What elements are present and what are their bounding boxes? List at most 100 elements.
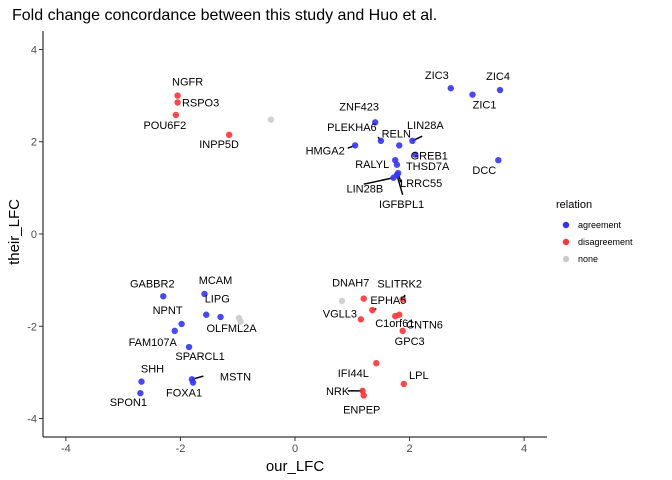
point-label: NRK xyxy=(326,386,350,398)
point-disagreement xyxy=(392,312,399,320)
point-agreement xyxy=(393,161,401,168)
x-tick-label: -2 xyxy=(176,443,186,455)
point-label: OLFML2A xyxy=(206,323,257,335)
point-label: DCC xyxy=(472,165,496,177)
legend-label-disagreement: disagreement xyxy=(578,237,633,247)
point-agreement xyxy=(412,151,419,158)
point-disagreement xyxy=(369,306,376,314)
point-agreement xyxy=(138,378,145,385)
legend-label-none: none xyxy=(578,254,598,264)
point-label: RELN xyxy=(382,128,411,140)
point-disagreement xyxy=(360,295,367,302)
point-label: DNAH7 xyxy=(332,278,369,290)
point-label: THSD7A xyxy=(406,161,450,173)
point-label: SLITRK2 xyxy=(377,279,422,291)
legend-key-none xyxy=(562,255,570,263)
point-label: LIN28B xyxy=(347,184,384,196)
point-label: SPON1 xyxy=(110,397,147,409)
x-axis-title: our_LFC xyxy=(266,458,325,475)
point-agreement xyxy=(447,85,454,92)
point-agreement xyxy=(496,86,504,94)
point-label: ZNF423 xyxy=(339,101,379,113)
point-label: HMGA2 xyxy=(306,145,345,157)
point-agreement xyxy=(217,313,224,321)
x-tick-label: -4 xyxy=(61,443,71,455)
point-label: ZIC4 xyxy=(486,71,510,83)
y-tick-label: 2 xyxy=(31,137,37,149)
point-disagreement xyxy=(357,316,365,323)
point-disagreement xyxy=(174,92,181,99)
point-label: MSTN xyxy=(220,371,251,383)
legend-title: relation xyxy=(556,199,592,211)
point-label: RSPO3 xyxy=(182,98,219,110)
point-disagreement xyxy=(399,327,406,335)
point-label: FAM107A xyxy=(129,337,178,349)
point-label: IFI44L xyxy=(338,368,369,380)
point-none xyxy=(338,297,346,305)
point-agreement xyxy=(371,119,379,126)
point-disagreement xyxy=(225,131,233,139)
point-label: ZIC3 xyxy=(425,70,449,82)
point-label: ZIC1 xyxy=(473,100,497,112)
point-label: FOXA1 xyxy=(166,388,202,400)
point-agreement xyxy=(409,137,416,145)
point-agreement xyxy=(160,293,167,300)
point-disagreement xyxy=(373,359,380,367)
point-label: PLEKHA6 xyxy=(327,122,377,134)
point-agreement xyxy=(495,156,502,164)
point-agreement xyxy=(178,320,185,328)
chart-title: Fold change concordance between this stu… xyxy=(12,7,437,24)
point-label: CNTN6 xyxy=(406,320,443,332)
point-agreement xyxy=(396,142,403,149)
point-disagreement xyxy=(399,296,406,303)
y-tick-label: 4 xyxy=(31,44,37,56)
x-tick-label: 4 xyxy=(521,443,527,455)
point-agreement xyxy=(137,389,144,397)
legend: relation agreement disagreement none xyxy=(556,199,633,264)
x-tick-label: 2 xyxy=(406,443,412,455)
point-label: GREB1 xyxy=(411,151,448,163)
point-label: POU6F2 xyxy=(143,120,186,132)
point-disagreement xyxy=(174,99,181,106)
point-none xyxy=(237,318,244,325)
legend-label-agreement: agreement xyxy=(578,220,622,230)
label-leader-line xyxy=(396,174,404,195)
point-agreement xyxy=(377,137,385,145)
legend-key-agreement xyxy=(562,221,570,229)
y-tick-label: 0 xyxy=(31,229,37,241)
point-label: LPL xyxy=(409,370,429,382)
point-label: LRRC55 xyxy=(400,178,442,190)
point-agreement xyxy=(469,91,476,98)
y-tick-label: -2 xyxy=(27,321,37,333)
point-label: SPARCL1 xyxy=(175,351,224,363)
point-label: LIPG xyxy=(205,294,230,306)
point-agreement xyxy=(189,379,197,386)
point-disagreement xyxy=(172,111,180,119)
point-none xyxy=(267,116,275,123)
point-label: ENPEP xyxy=(343,404,380,416)
point-label: GABBR2 xyxy=(130,278,175,290)
point-label: GPC3 xyxy=(395,336,425,348)
point-disagreement xyxy=(360,392,367,399)
point-agreement xyxy=(185,343,193,351)
point-label: RALYL xyxy=(355,159,389,171)
point-label: NGFR xyxy=(172,77,203,89)
point-disagreement xyxy=(400,380,408,388)
point-label: EPHA5 xyxy=(370,295,406,307)
x-tick-label: 0 xyxy=(292,443,298,455)
label-leader-line xyxy=(363,176,394,185)
point-label: MCAM xyxy=(199,275,233,287)
point-agreement xyxy=(171,327,178,335)
point-agreement xyxy=(351,142,359,149)
point-label: NPNT xyxy=(153,305,183,317)
legend-key-disagreement xyxy=(562,238,570,246)
point-label: INPP5D xyxy=(199,139,239,151)
y-axis-title: their_LFC xyxy=(6,199,23,265)
y-tick-label: -4 xyxy=(27,414,37,426)
plot-area: -4 -2 0 2 4 -4 -2 0 2 4 ZIC3 ZIC4 ZIC1 ZNF423 PLEKHA6 R… xyxy=(27,31,547,455)
point-label: VGLL3 xyxy=(323,308,357,320)
point-agreement xyxy=(393,171,401,179)
point-label: SHH xyxy=(141,364,164,376)
point-label: IGFBPL1 xyxy=(379,199,424,211)
